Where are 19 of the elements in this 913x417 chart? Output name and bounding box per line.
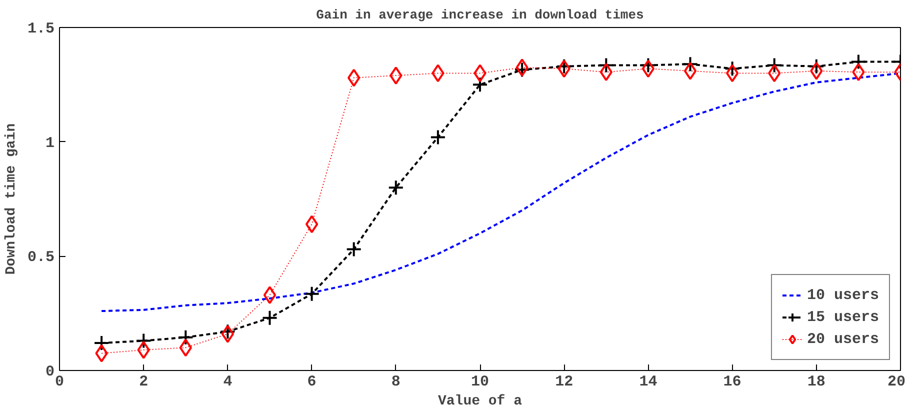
x-tick-label: 2 — [139, 374, 148, 390]
y-axis-title: Download time gain — [3, 123, 20, 275]
x-tick-label: 18 — [807, 374, 826, 390]
y-tick-label: 1.5 — [27, 20, 55, 38]
x-tick-label: 16 — [723, 374, 742, 390]
x-tick-label: 8 — [391, 374, 400, 390]
chart-title: Gain in average increase in download times — [316, 8, 644, 22]
y-tick-label: 0.5 — [27, 249, 55, 266]
legend-label: 20 users — [806, 330, 879, 348]
legend-label: 15 users — [806, 308, 879, 326]
x-tick-label: 14 — [639, 374, 658, 390]
legend-label: 10 users — [806, 286, 879, 304]
y-tick-label: 1 — [46, 134, 55, 152]
x-tick-label: 12 — [555, 374, 574, 390]
x-axis-title: Value of a — [438, 394, 523, 410]
x-tick-label: 6 — [307, 374, 316, 390]
x-tick-label: 4 — [223, 374, 232, 390]
x-tick-label: 20 — [887, 374, 906, 390]
x-tick-label: 10 — [471, 374, 490, 390]
